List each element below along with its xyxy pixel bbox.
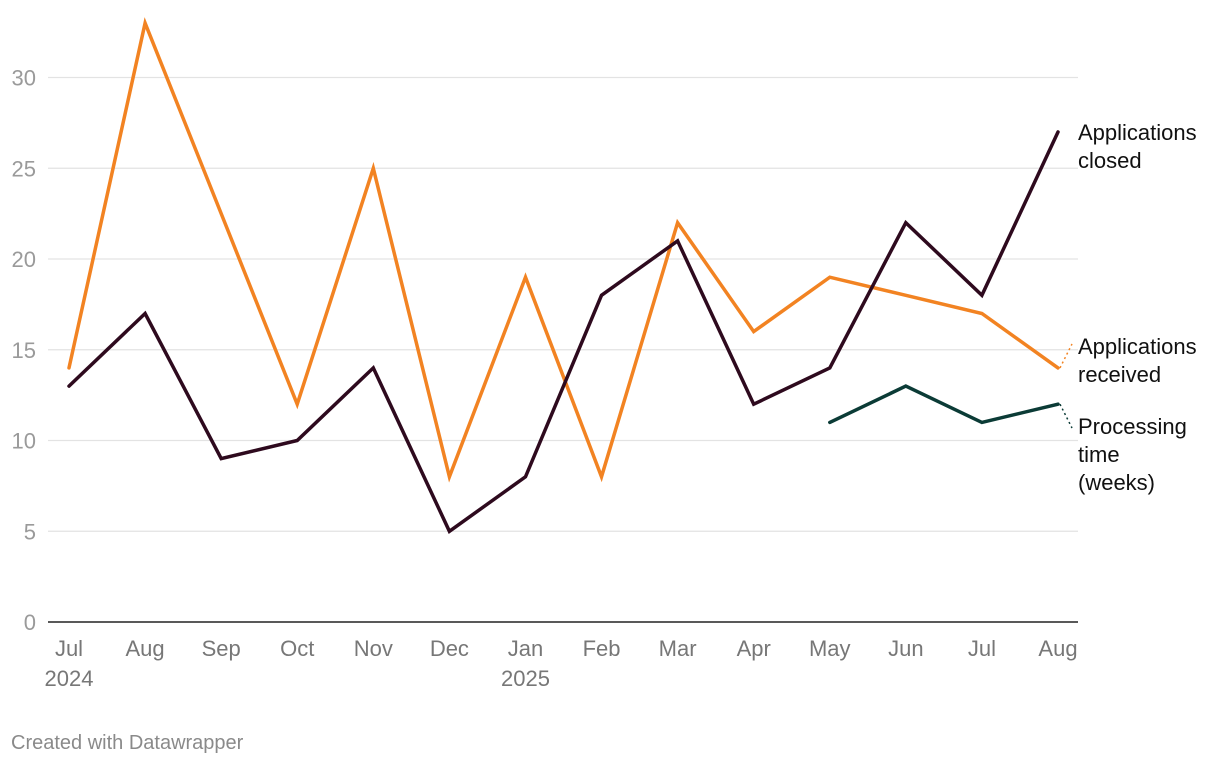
series-line-applications-received bbox=[67, 17, 1060, 483]
series-label-applications-closed: Applications bbox=[1078, 120, 1197, 145]
series-labels: Applications received Applications closed Pr… bbox=[1059, 120, 1197, 495]
x-tick-label: Jul bbox=[55, 636, 83, 661]
series-line-processing-time bbox=[828, 384, 1060, 425]
y-tick-label: 15 bbox=[12, 338, 36, 363]
series-label-applications-received: received bbox=[1078, 362, 1161, 387]
x-tick-year-label: 2025 bbox=[501, 666, 550, 691]
x-tick-label: Feb bbox=[583, 636, 621, 661]
series-lines bbox=[67, 17, 1060, 534]
y-tick-label: 30 bbox=[12, 66, 36, 91]
y-tick-label: 10 bbox=[12, 429, 36, 454]
x-tick-label: Mar bbox=[659, 636, 697, 661]
x-tick-label: Apr bbox=[737, 636, 771, 661]
x-tick-label: May bbox=[809, 636, 851, 661]
y-tick-label: 5 bbox=[24, 519, 36, 544]
series-label-applications-received: Applications bbox=[1078, 334, 1197, 359]
x-tick-label: Jun bbox=[888, 636, 923, 661]
gridlines bbox=[48, 76, 1078, 623]
x-tick-year-label: 2024 bbox=[45, 666, 94, 691]
x-tick-label: Jul bbox=[968, 636, 996, 661]
y-tick-label: 20 bbox=[12, 247, 36, 272]
credit-footer: Created with Datawrapper bbox=[11, 732, 244, 754]
label-connector bbox=[1059, 403, 1073, 429]
series-label-processing-time: Processing bbox=[1078, 414, 1187, 439]
series-label-applications-closed: closed bbox=[1078, 148, 1142, 173]
x-axis-ticks: Jul 2024 Aug Sep Oct Nov Dec Jan 2025 Feb Mar Apr Ma… bbox=[45, 636, 1078, 691]
y-axis-ticks: 0 5 10 15 20 25 30 bbox=[12, 66, 36, 636]
x-tick-label: Aug bbox=[1038, 636, 1077, 661]
y-tick-label: 25 bbox=[12, 156, 36, 181]
series-line-applications-closed bbox=[67, 130, 1060, 534]
x-tick-label: Dec bbox=[430, 636, 469, 661]
series-label-processing-time: (weeks) bbox=[1078, 470, 1155, 495]
x-tick-label: Nov bbox=[354, 636, 393, 661]
x-tick-label: Sep bbox=[202, 636, 241, 661]
series-label-processing-time: time bbox=[1078, 442, 1120, 467]
label-connector bbox=[1059, 343, 1073, 369]
x-tick-label: Jan bbox=[508, 636, 543, 661]
x-tick-label: Oct bbox=[280, 636, 314, 661]
y-tick-label: 0 bbox=[24, 610, 36, 635]
x-tick-label: Aug bbox=[125, 636, 164, 661]
